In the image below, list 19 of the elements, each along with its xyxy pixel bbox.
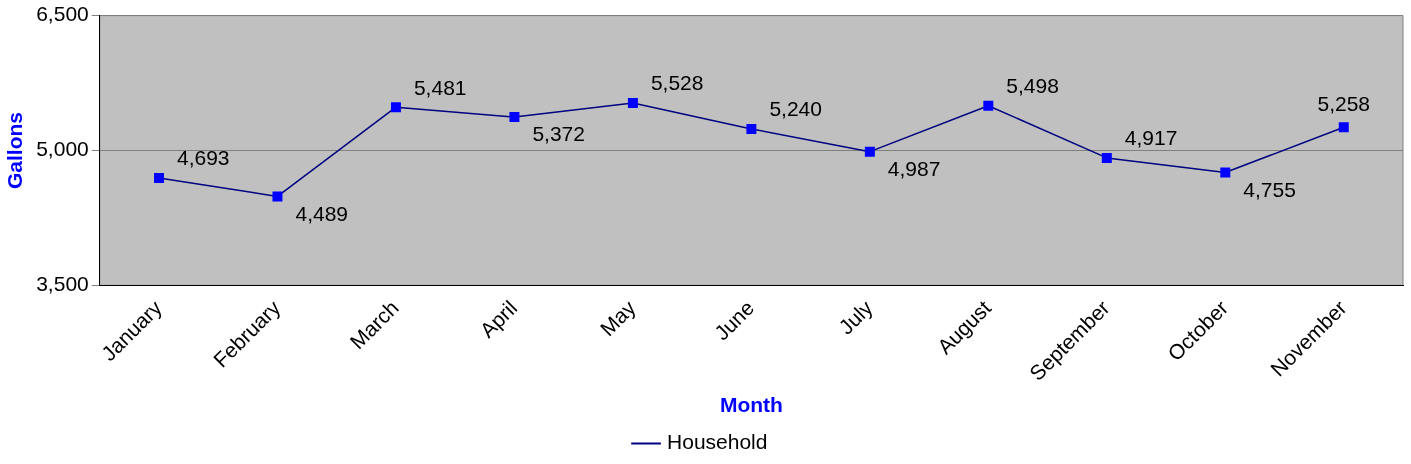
x-tick-label: May (595, 295, 641, 341)
data-label: 4,917 (1124, 126, 1178, 150)
x-axis-title: Month (719, 393, 783, 417)
data-label: 4,489 (295, 201, 349, 225)
data-label: 5,372 (532, 122, 585, 146)
legend-label: Household (667, 430, 768, 454)
data-label: 4,693 (176, 146, 230, 170)
y-tick-label: 5,000 (36, 137, 89, 161)
y-tick-label: 6,500 (36, 2, 89, 26)
data-label: 4,755 (1243, 177, 1296, 201)
data-label: 5,528 (650, 71, 704, 95)
y-axis-title: Gallons (3, 111, 27, 189)
data-label: 5,481 (413, 75, 467, 99)
data-label: 5,240 (769, 97, 822, 121)
x-tick-label: July (834, 295, 878, 339)
data-label: 4,987 (887, 156, 941, 180)
data-label: 5,258 (1317, 91, 1371, 115)
y-tick-label: 3,500 (36, 272, 89, 296)
data-label: 5,498 (1006, 73, 1059, 97)
